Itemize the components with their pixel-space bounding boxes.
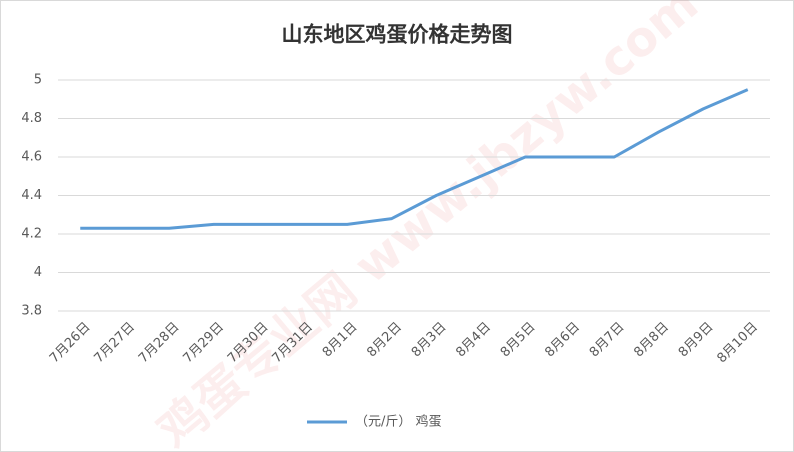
chart-title: 山东地区鸡蛋价格走势图	[282, 22, 513, 47]
y-tick-label: 3.8	[21, 304, 42, 319]
y-tick-label: 4.4	[21, 188, 42, 203]
y-tick-label: 4.6	[21, 150, 42, 165]
legend-label: （元/斤） 鸡蛋	[355, 414, 442, 430]
line	[80, 88, 749, 230]
y-tick-label: 4.2	[21, 227, 42, 242]
y-tick-label: 5	[34, 73, 42, 88]
y-tick-label: 4.8	[21, 111, 42, 126]
y-tick-label: 4	[34, 265, 42, 280]
